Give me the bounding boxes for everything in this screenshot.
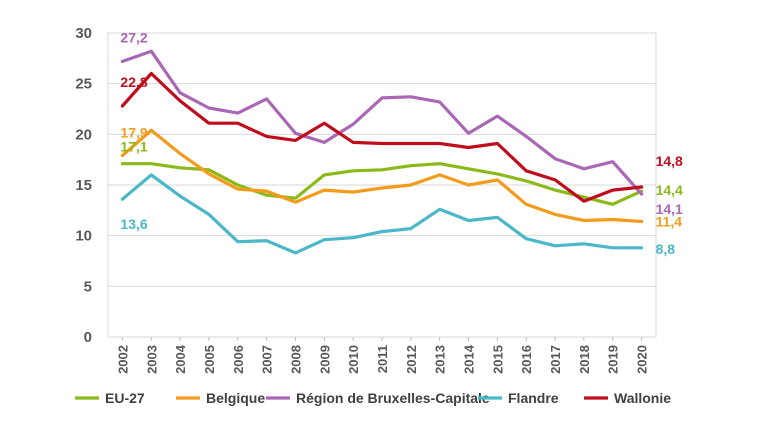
- legend-label: EU-27: [105, 390, 145, 406]
- x-tick-label: 2018: [577, 345, 592, 374]
- y-tick-label: 0: [84, 329, 92, 346]
- data-label: 17,9: [120, 125, 147, 141]
- x-tick-label: 2012: [404, 345, 419, 374]
- series-line-eu-27: [120, 162, 644, 206]
- gridlines: [107, 32, 657, 338]
- x-tick-label: 2015: [490, 345, 505, 374]
- x-tick-label: 2016: [519, 345, 534, 374]
- x-tick-label: 2011: [375, 345, 390, 373]
- legend-label: Wallonie: [614, 390, 671, 406]
- x-tick-label: 2020: [635, 345, 650, 374]
- data-label: 17,1: [120, 139, 147, 155]
- data-label: 11,4: [656, 213, 683, 229]
- x-tick-label: 2017: [548, 345, 563, 374]
- x-tick-label: 2019: [606, 345, 621, 374]
- data-labels: 17,1 14,4 17,9 11,4 27,2 14,1 13,6 8,8 22,8 14,8: [120, 29, 683, 256]
- x-tick-label: 2006: [231, 345, 246, 374]
- legend-label: Région de Bruxelles-Capitale: [296, 390, 490, 406]
- y-tick-label: 10: [75, 228, 92, 245]
- legend-label: Flandre: [508, 390, 559, 406]
- series-line-flandre: [120, 173, 644, 255]
- series-lines: [120, 49, 644, 255]
- data-label: 13,6: [120, 216, 147, 232]
- series-line-wallonie: [120, 71, 644, 203]
- x-tick-label: 2005: [202, 345, 217, 374]
- x-tick-label: 2002: [115, 345, 130, 374]
- series-line-belgique: [120, 128, 644, 224]
- series-line-r-gion-de-bruxelles-capitale: [120, 49, 644, 196]
- data-label: 14,8: [656, 153, 683, 169]
- data-label: 27,2: [120, 29, 147, 45]
- axes: 0 5 10 15 20 25 30 2002 2003 2004 2005 2006 2007 2008…: [75, 25, 649, 374]
- x-tick-label: 2010: [346, 345, 361, 374]
- legend: EU-27 Belgique Région de Bruxelles-Capital…: [75, 390, 671, 406]
- y-tick-label: 5: [84, 278, 92, 295]
- x-tick-label: 2009: [317, 345, 332, 374]
- y-tick-label: 30: [75, 25, 92, 42]
- data-label: 14,4: [656, 182, 683, 198]
- data-label: 22,8: [120, 74, 147, 90]
- y-tick-label: 20: [75, 126, 92, 143]
- data-label: 8,8: [656, 241, 676, 257]
- y-tick-label: 15: [75, 177, 92, 194]
- y-tick-label: 25: [75, 76, 92, 93]
- x-tick-label: 2014: [462, 344, 477, 374]
- x-tick-label: 2013: [433, 345, 448, 374]
- legend-label: Belgique: [206, 390, 265, 406]
- data-label: 14,1: [656, 201, 683, 217]
- x-tick-label: 2008: [288, 345, 303, 374]
- x-tick-label: 2007: [260, 345, 275, 374]
- x-tick-label: 2004: [173, 344, 188, 374]
- x-tick-label: 2003: [144, 345, 159, 374]
